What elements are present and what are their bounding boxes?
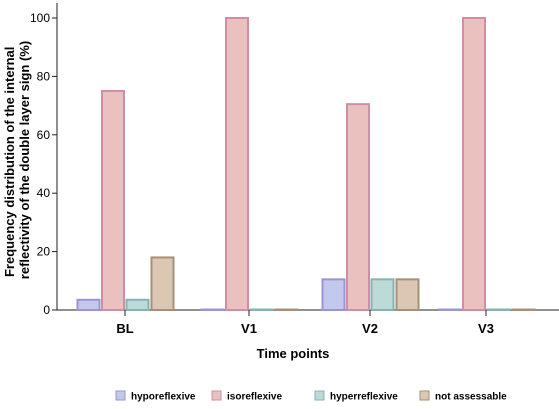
bar-not-assessable-V1: [274, 308, 299, 311]
legend-swatch: [211, 390, 222, 401]
bar-isoreflexive-BL: [101, 90, 125, 311]
bar-not-assessable-V2: [395, 278, 420, 311]
x-axis-title: Time points: [257, 346, 330, 361]
bar-hyperreflexive-V2: [370, 278, 395, 311]
bar-hyperreflexive-BL: [125, 298, 150, 311]
bar-not-assessable-V3: [511, 308, 536, 311]
bars-group: [76, 17, 536, 312]
legend-label: hyporeflexive: [131, 392, 196, 403]
y-tick-label: 60: [37, 128, 51, 142]
x-axis: BL V1 V2 V3: [116, 310, 494, 336]
y-tick-label: 100: [30, 11, 50, 25]
y-tick-label: 40: [37, 186, 51, 200]
bar-hyporeflexive-V2: [321, 278, 346, 311]
legend-label: not assessable: [435, 392, 507, 403]
legend-label: isoreflexive: [227, 392, 282, 403]
y-axis-title: Frequency distribution of the internal r…: [2, 41, 32, 279]
y-tick-label: 80: [37, 69, 51, 83]
bar-hyporeflexive-V1: [200, 308, 225, 311]
x-tick-label: BL: [116, 321, 133, 336]
bar-isoreflexive-V2: [346, 103, 370, 311]
y-axis-title-line-1: Frequency distribution of the internal: [2, 47, 17, 277]
y-tick-label: 20: [37, 245, 51, 259]
x-tick-label: V3: [478, 321, 494, 336]
bar-isoreflexive-V1: [225, 17, 249, 311]
bar-hyperreflexive-V1: [249, 308, 274, 311]
x-tick-label: V1: [241, 321, 257, 336]
bar-isoreflexive-V3: [462, 17, 486, 311]
legend-swatch: [314, 390, 325, 401]
bar-not-assessable-BL: [150, 256, 175, 312]
legend: hyporeflexive isoreflexive hyperreflexive n…: [115, 390, 507, 403]
legend-swatch: [419, 390, 430, 401]
y-axis: 0 20 40 60 80 100: [30, 11, 57, 317]
legend-swatch: [115, 390, 126, 401]
x-tick-label: V2: [362, 321, 378, 336]
y-axis-title-line-2: reflectivity of the double layer sign (%…: [17, 41, 32, 279]
y-tick-label: 0: [43, 303, 50, 317]
bar-hyporeflexive-BL: [76, 298, 101, 311]
legend-label: hyperreflexive: [330, 392, 398, 403]
bar-hyporeflexive-V3: [437, 308, 462, 311]
bar-hyperreflexive-V3: [486, 308, 511, 311]
